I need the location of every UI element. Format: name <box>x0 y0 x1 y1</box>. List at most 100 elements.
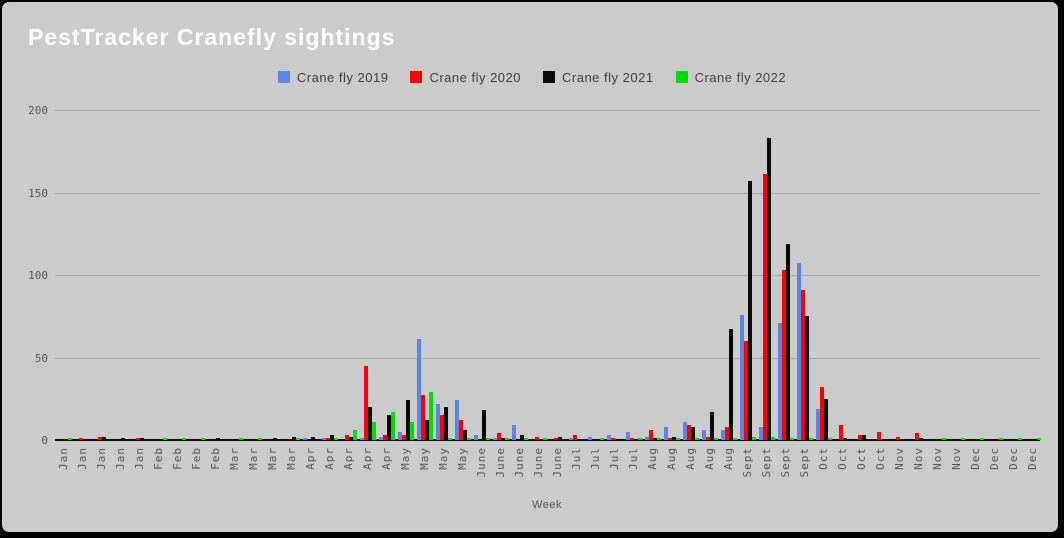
x-axis-tick-label: May <box>456 447 469 470</box>
bar-group-week-8 <box>189 110 205 440</box>
bar <box>763 174 767 440</box>
bar <box>600 438 604 440</box>
bar <box>102 437 106 440</box>
bar <box>512 425 516 440</box>
bar <box>915 433 919 440</box>
bar-group-week-20 <box>417 110 433 440</box>
bar <box>725 427 729 440</box>
legend-swatch-2019-icon <box>277 71 290 83</box>
bar <box>303 438 307 440</box>
x-axis-tick-label: Mar <box>285 447 298 470</box>
bar <box>258 438 262 440</box>
x-axis-tick-label: Dec <box>1007 447 1020 470</box>
bar <box>611 438 615 440</box>
x-axis-tick-label: Dec <box>969 447 982 470</box>
x-axis-tick-label: June <box>532 447 545 478</box>
bar-group-week-37 <box>740 110 756 440</box>
bar-group-week-21 <box>436 110 452 440</box>
bar-group-week-22 <box>455 110 471 440</box>
bar-group-week-29 <box>588 110 604 440</box>
bar <box>136 438 140 440</box>
bar <box>345 435 349 440</box>
legend-label-2021: Crane fly 2021 <box>562 69 654 85</box>
bar-group-week-23 <box>474 110 490 440</box>
x-axis-tick-label: Oct <box>855 447 868 470</box>
bar <box>828 438 832 440</box>
bar <box>121 438 125 440</box>
x-axis-tick-label: June <box>551 447 564 478</box>
legend-item-2021[interactable]: Crane fly 2021 <box>543 70 654 85</box>
x-axis-tick-label: Sept <box>760 447 773 478</box>
bar <box>239 438 243 440</box>
bar <box>482 410 486 440</box>
x-axis-tick-label: Sept <box>741 447 754 478</box>
x-axis-title: Week <box>532 499 562 511</box>
bar-group-week-33 <box>664 110 680 440</box>
bar <box>425 420 429 440</box>
bar <box>588 437 592 440</box>
bar-group-week-36 <box>721 110 737 440</box>
x-axis-tick-label: Apr <box>342 447 355 470</box>
legend-swatch-2020-icon <box>410 71 423 83</box>
x-axis-tick-label: Aug <box>684 447 697 470</box>
x-axis-tick-label: Oct <box>836 447 849 470</box>
legend-label-2022: Crane fly 2022 <box>694 69 787 85</box>
bar-group-week-48 <box>949 110 965 440</box>
y-axis-tick-label: 200 <box>28 104 48 117</box>
legend-item-2020[interactable]: Crane fly 2020 <box>410 70 521 85</box>
bar <box>653 438 657 440</box>
bar <box>801 290 805 440</box>
bar <box>714 438 718 440</box>
bar <box>558 437 562 440</box>
bar <box>535 437 539 440</box>
y-axis-tick-label: 50 <box>34 351 48 365</box>
bar-group-week-31 <box>626 110 642 440</box>
bar <box>809 438 813 440</box>
x-axis-tick-label: Jan <box>95 447 108 470</box>
bar <box>554 438 558 440</box>
bar-group-week-9 <box>208 110 224 440</box>
bar <box>474 435 478 440</box>
legend-label-2020: Crane fly 2020 <box>429 69 521 85</box>
bar <box>421 395 425 440</box>
x-axis-tick-label: Dec <box>1026 447 1039 470</box>
bar <box>767 138 771 440</box>
bar <box>398 432 402 440</box>
x-axis-tick-label: Jan <box>133 447 146 470</box>
bar-group-week-49 <box>968 110 984 440</box>
bar-group-week-18 <box>379 110 395 440</box>
bar <box>326 438 330 440</box>
bar <box>349 437 353 440</box>
legend-label-2019: Crane fly 2019 <box>296 69 389 85</box>
bar-group-week-12 <box>265 110 281 440</box>
x-axis-tick-label: May <box>437 447 450 470</box>
bar <box>98 437 102 440</box>
bar <box>759 427 763 440</box>
bar <box>676 438 680 440</box>
x-axis-tick-label: Feb <box>209 447 222 470</box>
bar-group-week-40 <box>797 110 813 440</box>
legend-item-2019[interactable]: Crane fly 2019 <box>277 69 389 85</box>
bar <box>858 435 862 440</box>
bar <box>748 181 752 440</box>
bar <box>843 438 847 440</box>
bar <box>501 438 505 440</box>
y-axis-tick-label: 150 <box>28 186 48 200</box>
bar <box>429 392 433 440</box>
bar <box>782 270 786 440</box>
bar-group-week-39 <box>778 110 794 440</box>
y-axis-tick-label: 0 <box>41 434 48 447</box>
x-axis-tick-label: Sept <box>779 447 792 478</box>
bar <box>740 315 744 440</box>
bar <box>638 438 642 440</box>
bar-group-week-43 <box>854 110 870 440</box>
bar <box>201 438 205 440</box>
legend-item-2022[interactable]: Crane fly 2022 <box>675 69 787 85</box>
window-frame <box>2 2 1058 532</box>
bar <box>391 412 395 440</box>
x-axis-tick-label: Aug <box>665 447 678 470</box>
bar <box>790 438 794 440</box>
x-axis-tick-label: Jan <box>114 447 127 470</box>
bar <box>368 407 372 440</box>
bar <box>695 438 699 440</box>
